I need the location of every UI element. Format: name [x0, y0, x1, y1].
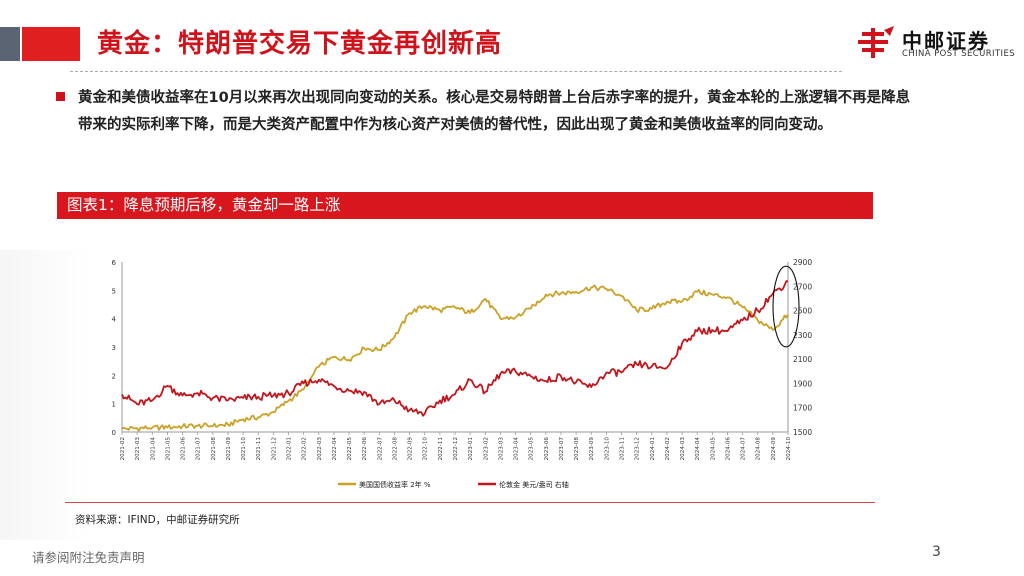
x-tick-label: 2021-12 [271, 437, 277, 460]
y-right-tick-label: 1700 [793, 404, 812, 413]
figure-title-bar: 图表1：降息预期后移，黄金却一路上涨 [57, 192, 873, 219]
company-logo: 中邮证券 CHINA POST SECURITIES [856, 24, 1016, 64]
x-tick-label: 2021-03 [135, 437, 141, 461]
y-left-tick-label: 6 [112, 259, 117, 267]
x-tick-label: 2024-05 [710, 437, 716, 461]
logo-english-name: CHINA POST SECURITIES [902, 49, 1016, 59]
footer-disclaimer: 请参阅附注免责声明 [32, 550, 145, 565]
x-tick-label: 2021-09 [226, 437, 232, 461]
x-tick-label: 2022-12 [453, 437, 459, 460]
x-tick-label: 2023-02 [483, 437, 489, 460]
source-note: 资料来源：IFIND，中邮证券研究所 [75, 514, 240, 526]
x-tick-label: 2024-04 [695, 437, 701, 461]
legend-label-1: 美国国债收益率 2年 % [359, 480, 431, 489]
y-right-tick-label: 1900 [793, 379, 812, 388]
x-tick-label: 2021-05 [165, 437, 171, 461]
x-tick-label: 2024-02 [665, 437, 671, 460]
x-tick-label: 2021-10 [241, 437, 247, 461]
logo-name: 中邮证券 [902, 29, 990, 53]
x-tick-label: 2023-07 [559, 437, 565, 461]
x-tick-label: 2022-03 [317, 437, 323, 461]
x-tick-label: 2021-06 [181, 437, 187, 461]
legend-label-2: 伦敦金 美元/盎司 右轴 [499, 480, 569, 489]
y-left-tick-label: 5 [112, 287, 116, 295]
x-tick-label: 2021-11 [256, 437, 262, 461]
y-left-tick-label: 4 [112, 316, 117, 324]
x-tick-label: 2023-11 [620, 437, 626, 461]
y-right-tick-label: 2100 [793, 355, 812, 364]
figure-title: 图表1：降息预期后移，黄金却一路上涨 [67, 196, 341, 214]
x-tick-label: 2023-06 [544, 437, 550, 461]
x-tick-label: 2023-12 [635, 437, 641, 460]
source-divider [65, 502, 875, 503]
y-left-tick-label: 2 [112, 372, 116, 380]
x-tick-label: 2022-09 [408, 437, 414, 461]
x-tick-label: 2023-10 [604, 437, 610, 461]
y-left-tick-label: 3 [112, 344, 116, 352]
x-tick-label: 2024-08 [756, 437, 762, 461]
background-decoration [0, 250, 90, 540]
x-tick-label: 2022-02 [302, 437, 308, 460]
x-tick-label: 2022-01 [287, 437, 293, 461]
header-accent-bar [0, 27, 20, 61]
x-tick-label: 2021-02 [120, 437, 126, 460]
x-tick-label: 2022-05 [347, 437, 353, 461]
x-tick-label: 2021-04 [150, 437, 156, 461]
series-line-1 [121, 284, 789, 432]
x-tick-label: 2022-07 [377, 437, 383, 461]
x-tick-label: 2022-06 [362, 437, 368, 461]
x-tick-label: 2023-04 [514, 437, 520, 461]
x-tick-label: 2024-10 [786, 437, 792, 461]
body-paragraph: 黄金和美债收益率在10月以来再次出现同向变动的关系。核心是交易特朗普上台后赤字率… [78, 90, 911, 133]
page-number: 3 [932, 544, 941, 560]
x-tick-label: 2024-03 [680, 437, 686, 461]
y-right-tick-label: 2900 [793, 258, 812, 267]
y-right-tick-label: 2500 [793, 307, 812, 316]
y-right-tick-label: 1500 [793, 428, 812, 437]
y-left-tick-label: 0 [112, 429, 116, 437]
x-tick-label: 2023-01 [468, 437, 474, 461]
page-title: 黄金：特朗普交易下黄金再创新高 [97, 29, 503, 59]
y-right-tick-label: 2300 [793, 331, 812, 340]
bullet-square-icon [56, 92, 65, 101]
x-tick-label: 2024-01 [650, 437, 656, 461]
logo-emblem-icon [858, 26, 894, 58]
gold-vs-yield-chart: 0 1 2 3 4 5 6 1500 1700 1900 2100 2300 2500 2700 2900 2… [112, 258, 813, 489]
x-tick-label: 2021-08 [211, 437, 217, 461]
header-red-block [22, 27, 80, 61]
x-tick-label: 2023-08 [574, 437, 580, 461]
highlight-ellipse [772, 265, 800, 348]
header-divider [70, 71, 842, 72]
x-tick-label: 2024-07 [741, 437, 747, 461]
x-tick-label: 2021-07 [196, 437, 202, 461]
x-tick-label: 2023-05 [529, 437, 535, 461]
x-tick-label: 2022-11 [438, 437, 444, 461]
x-tick-label: 2023-09 [589, 437, 595, 461]
x-tick-label: 2024-06 [725, 437, 731, 461]
x-tick-label: 2022-04 [332, 437, 338, 461]
x-tick-label: 2023-03 [498, 437, 504, 461]
x-tick-label: 2024-09 [771, 437, 777, 461]
series-line-2 [121, 280, 789, 417]
x-tick-label: 2022-10 [423, 437, 429, 461]
y-left-tick-label: 1 [112, 401, 116, 409]
x-tick-label: 2022-08 [392, 437, 398, 461]
y-right-tick-label: 2700 [793, 282, 812, 291]
